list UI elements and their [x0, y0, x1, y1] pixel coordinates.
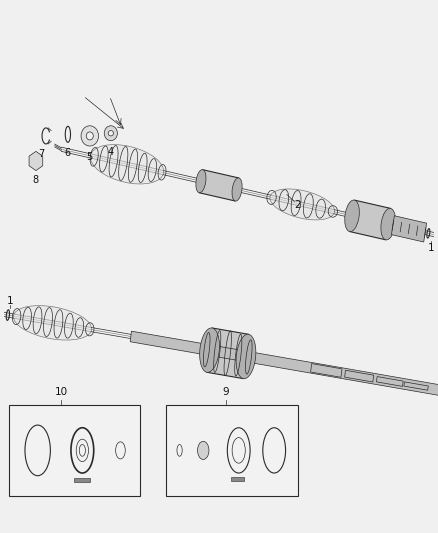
Bar: [9, 405, 140, 496]
Text: 2: 2: [294, 200, 301, 210]
Text: 7: 7: [39, 149, 45, 159]
Ellipse shape: [270, 189, 335, 220]
Text: 3: 3: [202, 360, 209, 370]
Ellipse shape: [104, 126, 117, 141]
Polygon shape: [207, 328, 249, 378]
Bar: [74, 478, 90, 482]
Ellipse shape: [86, 132, 93, 140]
Text: 10: 10: [55, 387, 68, 397]
Bar: [231, 477, 244, 481]
Polygon shape: [345, 370, 374, 382]
Text: 8: 8: [33, 175, 39, 185]
Polygon shape: [377, 377, 403, 386]
Ellipse shape: [236, 334, 256, 378]
Text: 1: 1: [6, 296, 13, 306]
Ellipse shape: [196, 169, 206, 193]
Polygon shape: [311, 364, 342, 377]
Text: 4: 4: [108, 147, 114, 157]
Polygon shape: [130, 331, 438, 397]
Ellipse shape: [108, 131, 113, 136]
Ellipse shape: [14, 305, 92, 340]
Polygon shape: [392, 216, 427, 242]
Ellipse shape: [232, 178, 242, 201]
Polygon shape: [199, 169, 239, 201]
Ellipse shape: [90, 144, 164, 184]
Polygon shape: [404, 382, 428, 390]
Text: 5: 5: [87, 152, 93, 162]
Ellipse shape: [381, 208, 396, 240]
Ellipse shape: [345, 200, 359, 232]
Polygon shape: [350, 200, 391, 240]
Ellipse shape: [198, 441, 209, 459]
Text: 1: 1: [428, 243, 435, 253]
Ellipse shape: [81, 126, 99, 146]
Text: 9: 9: [222, 387, 229, 397]
Bar: [166, 405, 298, 496]
Ellipse shape: [200, 328, 219, 373]
Text: 6: 6: [65, 148, 71, 158]
